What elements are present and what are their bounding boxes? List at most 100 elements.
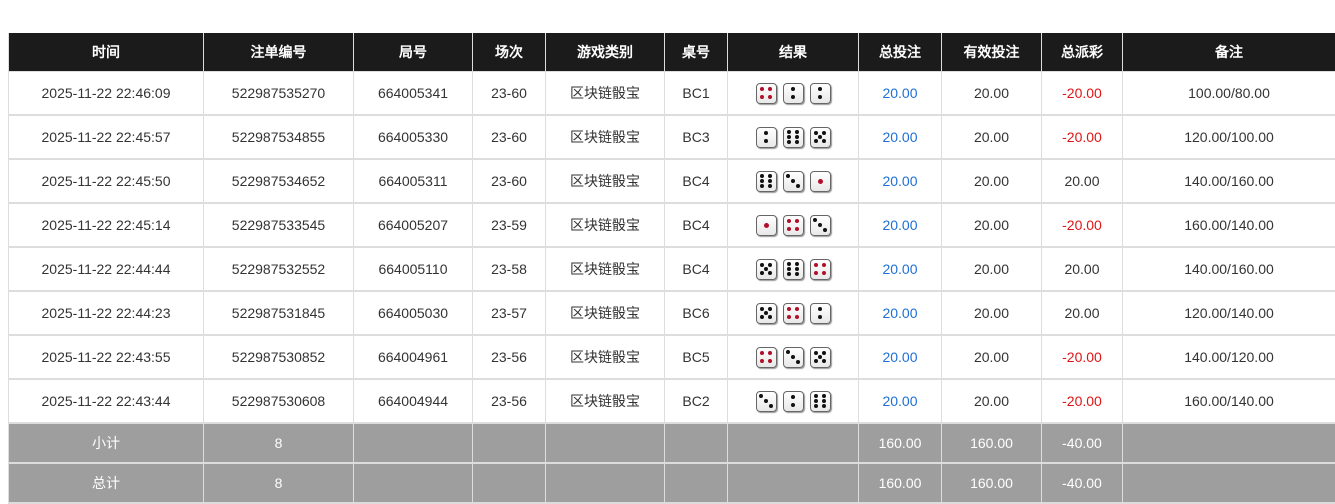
col-payout: 总派彩 [1042,33,1123,72]
dice-result [756,391,831,412]
cell-game: 区块链骰宝 [546,335,665,379]
die-3-icon [756,391,777,412]
col-round: 局号 [354,33,473,72]
cell-time: 2025-11-22 22:45:50 [9,159,204,203]
subtotal-cell: 小计 [9,423,204,463]
die-1-icon [810,171,831,192]
cell-game: 区块链骰宝 [546,115,665,159]
dice-result [756,171,831,192]
cell-note: 140.00/120.00 [1123,335,1335,379]
cell-total: 20.00 [859,115,942,159]
cell-payout: -20.00 [1042,72,1123,116]
cell-total: 20.00 [859,72,942,116]
cell-bet-id: 522987530852 [204,335,354,379]
die-6-icon [783,127,804,148]
cell-dice [728,159,859,203]
die-2-icon [810,303,831,324]
cell-time: 2025-11-22 22:46:09 [9,72,204,116]
col-valid-bet: 有效投注 [942,33,1042,72]
cell-dice [728,291,859,335]
cell-game: 区块链骰宝 [546,247,665,291]
cell-time: 2025-11-22 22:45:14 [9,203,204,247]
cell-valid: 20.00 [942,203,1042,247]
cell-table: BC2 [665,379,728,423]
col-game: 游戏类别 [546,33,665,72]
cell-payout: -20.00 [1042,115,1123,159]
cell-bet-id: 522987534652 [204,159,354,203]
cell-table: BC4 [665,203,728,247]
bet-records-table: 时间 注单编号 局号 场次 游戏类别 桌号 结果 总投注 有效投注 总派彩 备注… [8,33,1335,504]
grandtotal-cell [354,463,473,503]
cell-table: BC1 [665,72,728,116]
die-2-icon [810,83,831,104]
cell-note: 160.00/140.00 [1123,379,1335,423]
dice-result [756,303,831,324]
cell-total: 20.00 [859,247,942,291]
cell-round: 664004961 [354,335,473,379]
cell-time: 2025-11-22 22:43:44 [9,379,204,423]
cell-valid: 20.00 [942,159,1042,203]
col-bet-id: 注单编号 [204,33,354,72]
cell-valid: 20.00 [942,247,1042,291]
cell-payout: -20.00 [1042,203,1123,247]
cell-bet-id: 522987531845 [204,291,354,335]
cell-dice [728,203,859,247]
grandtotal-cell [473,463,546,503]
cell-note: 120.00/100.00 [1123,115,1335,159]
die-3-icon [783,347,804,368]
die-5-icon [810,127,831,148]
cell-round: 664004944 [354,379,473,423]
subtotal-cell [546,423,665,463]
cell-dice [728,115,859,159]
cell-valid: 20.00 [942,115,1042,159]
grandtotal-cell: -40.00 [1042,463,1123,503]
col-table: 桌号 [665,33,728,72]
subtotal-cell [1123,423,1335,463]
die-2-icon [783,83,804,104]
cell-session: 23-60 [473,115,546,159]
subtotal-cell: 160.00 [942,423,1042,463]
cell-payout: 20.00 [1042,247,1123,291]
die-6-icon [783,259,804,280]
subtotal-cell [665,423,728,463]
cell-note: 160.00/140.00 [1123,203,1335,247]
die-4-icon [783,303,804,324]
die-4-icon [783,215,804,236]
cell-session: 23-56 [473,379,546,423]
cell-dice [728,247,859,291]
grandtotal-cell: 160.00 [942,463,1042,503]
cell-dice [728,335,859,379]
subtotal-cell: 160.00 [859,423,942,463]
col-result: 结果 [728,33,859,72]
die-6-icon [810,391,831,412]
cell-round: 664005311 [354,159,473,203]
cell-table: BC4 [665,247,728,291]
die-2-icon [783,391,804,412]
cell-valid: 20.00 [942,335,1042,379]
cell-payout: 20.00 [1042,291,1123,335]
cell-time: 2025-11-22 22:44:44 [9,247,204,291]
subtotal-cell: -40.00 [1042,423,1123,463]
subtotal-cell [354,423,473,463]
cell-total: 20.00 [859,335,942,379]
die-5-icon [756,259,777,280]
cell-game: 区块链骰宝 [546,203,665,247]
dice-result [756,83,831,104]
cell-table: BC3 [665,115,728,159]
col-note: 备注 [1123,33,1335,72]
cell-table: BC5 [665,335,728,379]
grandtotal-cell: 8 [204,463,354,503]
cell-round: 664005330 [354,115,473,159]
cell-session: 23-57 [473,291,546,335]
cell-round: 664005110 [354,247,473,291]
die-5-icon [810,347,831,368]
grandtotal-cell [665,463,728,503]
cell-note: 120.00/140.00 [1123,291,1335,335]
grandtotal-cell [546,463,665,503]
